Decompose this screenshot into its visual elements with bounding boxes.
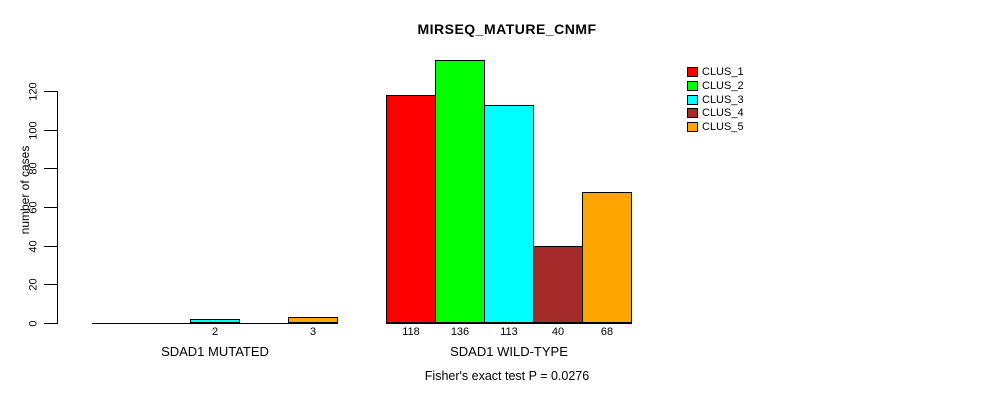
y-axis-tick bbox=[44, 91, 58, 92]
legend-label-clus_4: CLUS_4 bbox=[702, 106, 744, 119]
legend-label-clus_2: CLUS_2 bbox=[702, 79, 744, 92]
legend-swatch-clus_3 bbox=[687, 95, 698, 105]
y-axis-tick-label: 40 bbox=[27, 240, 40, 253]
y-axis-tick-label: 80 bbox=[27, 162, 40, 175]
chart-title: MIRSEQ_MATURE_CNMF bbox=[417, 21, 597, 37]
bar-clus_1-group2 bbox=[386, 95, 436, 323]
stat-caption: Fisher's exact test P = 0.0276 bbox=[424, 369, 590, 383]
bar-clus_3-group1 bbox=[190, 319, 240, 323]
bar-value-label: 113 bbox=[500, 326, 518, 338]
legend-item-clus_4: CLUS_4 bbox=[687, 107, 744, 119]
y-axis-tick-label: 20 bbox=[27, 278, 40, 291]
y-axis-tick-label: 60 bbox=[27, 201, 40, 214]
bar-clus_5-group2 bbox=[582, 192, 632, 323]
bar-value-label: 3 bbox=[309, 326, 317, 338]
legend-label-clus_5: CLUS_5 bbox=[702, 120, 744, 133]
y-axis-tick bbox=[44, 284, 58, 285]
y-axis-tick-label: 100 bbox=[27, 121, 40, 140]
y-axis-tick bbox=[44, 168, 58, 169]
bar-value-label: 68 bbox=[600, 326, 614, 338]
legend-label-clus_1: CLUS_1 bbox=[702, 65, 744, 78]
bar-clus_3-group2 bbox=[484, 105, 534, 323]
legend-swatch-clus_1 bbox=[687, 67, 698, 77]
group-baseline bbox=[92, 323, 338, 324]
legend-label-clus_3: CLUS_3 bbox=[702, 93, 744, 106]
legend-swatch-clus_2 bbox=[687, 81, 698, 91]
x-group-label-wildtype: SDAD1 WILD-TYPE bbox=[450, 344, 568, 359]
bar-clus_5-group1 bbox=[288, 317, 338, 323]
group-baseline bbox=[386, 323, 632, 324]
x-group-label-mutated: SDAD1 MUTATED bbox=[161, 344, 269, 359]
bar-clus_4-group2 bbox=[533, 246, 583, 323]
legend-item-clus_3: CLUS_3 bbox=[687, 94, 744, 106]
bar-value-label: 118 bbox=[402, 326, 420, 338]
bar-value-label: 2 bbox=[211, 326, 219, 338]
y-axis-tick bbox=[44, 323, 58, 324]
bar-clus_2-group2 bbox=[435, 60, 485, 323]
legend-swatch-clus_4 bbox=[687, 108, 698, 118]
y-axis-tick bbox=[44, 207, 58, 208]
y-axis-tick bbox=[44, 130, 58, 131]
legend-item-clus_2: CLUS_2 bbox=[687, 80, 744, 92]
y-axis-tick-label: 120 bbox=[27, 82, 40, 101]
legend-item-clus_1: CLUS_1 bbox=[687, 66, 744, 78]
y-axis-tick-label: 0 bbox=[27, 320, 40, 327]
legend-item-clus_5: CLUS_5 bbox=[687, 121, 744, 133]
bar-value-label: 136 bbox=[450, 326, 470, 338]
bar-value-label: 40 bbox=[551, 326, 565, 338]
legend-swatch-clus_5 bbox=[687, 122, 698, 132]
y-axis-tick bbox=[44, 246, 58, 247]
